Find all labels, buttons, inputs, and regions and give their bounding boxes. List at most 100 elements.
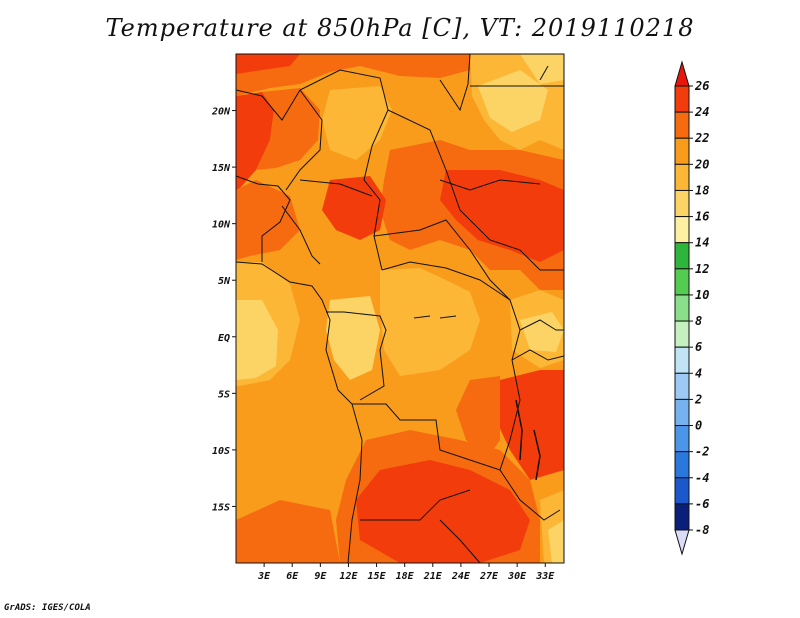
map-frame <box>235 53 565 564</box>
field-sw-22 <box>236 500 340 563</box>
colorbar-swatch <box>674 346 690 374</box>
colorbar-swatch <box>674 137 690 165</box>
colorbar-label: 6 <box>695 340 702 354</box>
lon-tick-label: 27E <box>479 571 499 582</box>
lon-tick-label: 9E <box>314 571 327 582</box>
colorbar-label: 24 <box>694 105 709 119</box>
colorbar-swatch <box>674 242 690 270</box>
field-se-24 <box>496 370 564 480</box>
colorbar-swatch <box>674 216 690 244</box>
colorbar-label: 16 <box>695 210 709 224</box>
lon-tick-label: 6E <box>286 571 299 582</box>
grads-credit: GrADS: IGES/COLA <box>4 603 91 613</box>
lon-tick-label: 21E <box>423 571 443 582</box>
lon-tick-label: 24E <box>451 571 471 582</box>
lat-tick-label: EQ <box>218 333 230 344</box>
field-nw-22 <box>256 88 320 170</box>
field-congo-16 <box>326 296 380 380</box>
colorbar-swatch-lowest <box>674 503 690 531</box>
lat-tick-label: 10N <box>212 220 231 231</box>
coastline-west <box>236 261 363 563</box>
colorbar-bottom-arrow <box>674 529 690 556</box>
colorbar-label: 26 <box>694 79 709 93</box>
colorbar-swatch <box>674 477 690 505</box>
field-lakes-16 <box>520 312 564 352</box>
border-s <box>539 65 549 81</box>
colorbar-swatch <box>674 398 690 427</box>
country-borders <box>236 54 564 563</box>
lon-tick-label: 3E <box>257 571 271 582</box>
colorbar-label: 20 <box>694 157 709 171</box>
border-l <box>326 311 387 401</box>
border-e <box>281 205 321 265</box>
lat-tick-label: 10S <box>212 446 230 457</box>
colorbar-swatch <box>674 294 690 322</box>
field-north-24 <box>236 54 300 74</box>
colorbar-label: 12 <box>695 262 709 276</box>
lon-tick-label: 30E <box>507 571 527 582</box>
colorbar-swatch <box>674 111 690 139</box>
lat-tick-label: 5N <box>218 276 231 287</box>
temperature-field <box>236 54 564 563</box>
latitude-axis: 20N 15N 10N 5N EQ 5S 10S 15S <box>211 107 236 513</box>
river-a <box>439 315 457 319</box>
lat-tick-label: 20N <box>211 107 231 118</box>
colorbar-label: -4 <box>695 471 709 485</box>
field-se-22 <box>456 376 500 460</box>
field-north-22 <box>236 54 470 96</box>
colorbar-label: 4 <box>695 366 702 380</box>
lon-tick-label: 33E <box>535 571 555 582</box>
field-congo-18 <box>380 268 480 376</box>
field-west-22 <box>236 180 300 260</box>
colorbar-top-arrow <box>674 60 690 87</box>
lake-malawi <box>533 429 541 481</box>
border-i <box>439 179 541 191</box>
border-p <box>499 469 561 521</box>
field-east-24 <box>440 170 564 262</box>
colorbar-swatch <box>674 451 690 479</box>
lon-tick-label: 12E <box>339 571 358 582</box>
border-j <box>373 219 511 301</box>
colorbar-label: 8 <box>695 314 702 328</box>
border-o <box>439 519 481 563</box>
colorbar-swatch <box>674 372 690 400</box>
border-a <box>236 69 389 271</box>
border-h <box>387 109 564 271</box>
colorbar-label: 2 <box>694 392 702 406</box>
border-c <box>236 175 291 262</box>
border-d <box>299 179 373 197</box>
border-f <box>439 54 471 112</box>
field-nw-24 <box>236 92 274 190</box>
field-ne-16b <box>520 54 564 84</box>
colorbar-swatch <box>674 320 690 348</box>
lon-tick-label: 15E <box>368 571 387 582</box>
map-title: Temperature at 850hPa [C], VT: 201911021… <box>105 14 695 42</box>
field-se-16 <box>548 520 564 563</box>
border-q <box>519 319 564 331</box>
lat-tick-label: 15N <box>212 163 231 174</box>
lon-tick-label: 18E <box>396 571 415 582</box>
border-n <box>360 489 471 521</box>
colorbar-swatch <box>674 85 690 113</box>
border-r <box>511 349 564 361</box>
border-b <box>285 89 323 191</box>
colorbar-swatch <box>674 268 690 296</box>
field-eq-16 <box>236 300 278 380</box>
colorbar-label: -6 <box>695 497 709 511</box>
colorbar-label: 22 <box>694 131 709 145</box>
colorbar-label: -8 <box>695 523 709 537</box>
colorbar-label: 18 <box>695 183 709 197</box>
colorbar-label: 10 <box>695 288 709 302</box>
colorbar-label: -2 <box>695 445 709 459</box>
colorbar-label: 0 <box>695 419 702 433</box>
river-b <box>413 315 431 319</box>
colorbar-label: 14 <box>695 236 709 250</box>
field-central-24 <box>322 176 386 240</box>
border-m <box>352 359 521 471</box>
field-south-24 <box>356 460 530 563</box>
lake-tanganyika <box>515 399 523 461</box>
colorbar-swatch <box>674 189 690 218</box>
lat-tick-label: 5S <box>218 389 230 400</box>
